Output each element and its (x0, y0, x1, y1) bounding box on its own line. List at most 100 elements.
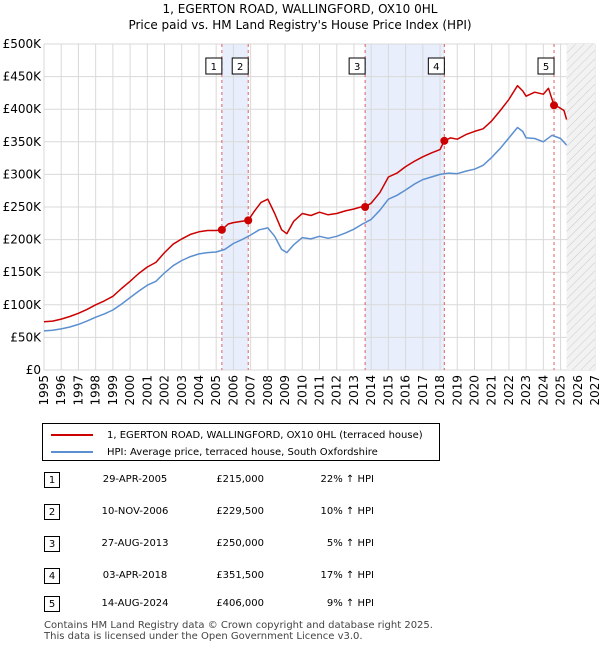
transaction-number: 3 (44, 536, 60, 552)
transaction-hpi-change: 5% ↑ HPI (326, 538, 374, 549)
x-tick-label: 1998 (89, 375, 103, 406)
table-row: 2 10-NOV-2006 £229,500 10% ↑ HPI (44, 504, 444, 522)
sale-label-number: 2 (237, 62, 243, 73)
transaction-number: 4 (44, 568, 60, 584)
y-tick-label: £300K (3, 167, 43, 181)
sale-point (550, 101, 559, 110)
table-row: 3 27-AUG-2013 £250,000 5% ↑ HPI (44, 536, 444, 554)
transaction-date: 03-APR-2018 (102, 570, 168, 581)
transaction-price: £250,000 (216, 538, 264, 549)
sale-label-box (205, 57, 223, 75)
sale-label-box (427, 57, 445, 75)
chart-title: 1, EGERTON ROAD, WALLINGFORD, OX10 0HL (163, 2, 438, 16)
transaction-hpi-change: 9% ↑ HPI (326, 598, 374, 609)
x-tick-label: 2020 (467, 375, 481, 406)
price-chart: 1, EGERTON ROAD, WALLINGFORD, OX10 0HL P… (3, 2, 600, 406)
transaction-date: 29-APR-2005 (102, 474, 168, 485)
legend-label-hpi: HPI: Average price, terraced house, Sout… (107, 446, 378, 458)
transaction-number: 2 (44, 504, 60, 520)
chart-subtitle: Price paid vs. HM Land Registry's House … (128, 18, 471, 32)
x-tick-label: 2019 (450, 375, 464, 406)
x-tick-label: 2021 (485, 375, 499, 406)
table-row: 5 14-AUG-2024 £406,000 9% ↑ HPI (44, 596, 444, 614)
y-tick-label: £0 (26, 363, 41, 377)
table-row: 4 03-APR-2018 £351,500 17% ↑ HPI (44, 568, 444, 586)
table-row: 1 29-APR-2005 £215,000 22% ↑ HPI (44, 472, 444, 490)
sale-label-number: 5 (543, 62, 549, 73)
y-tick-label: £100K (3, 298, 43, 312)
x-tick-label: 2011 (313, 375, 327, 406)
sale-label-box (537, 57, 555, 75)
y-tick-label: £400K (3, 102, 43, 116)
transaction-price: £406,000 (216, 598, 264, 609)
sale-point (244, 216, 253, 225)
x-tick-label: 2008 (261, 375, 275, 406)
y-tick-label: £150K (3, 265, 43, 279)
transaction-number: 5 (44, 596, 60, 612)
x-tick-label: 2017 (416, 375, 430, 406)
sale-label-number: 1 (211, 62, 217, 73)
sale-point (361, 203, 370, 211)
footer-licence: This data is licensed under the Open Gov… (44, 631, 363, 642)
x-tick-label: 2026 (571, 375, 585, 406)
sale-point (217, 225, 226, 234)
x-tick-label: 2007 (244, 375, 258, 406)
x-tick-label: 2012 (330, 375, 344, 406)
x-tick-label: 2002 (158, 375, 172, 406)
chart-legend: 1, EGERTON ROAD, WALLINGFORD, OX10 0HL (… (42, 423, 440, 461)
x-tick-label: 2004 (192, 375, 206, 406)
sale-point (440, 136, 449, 145)
sale-label-number: 3 (354, 62, 360, 73)
transaction-hpi-change: 17% ↑ HPI (320, 570, 374, 581)
legend-item-hpi: HPI: Average price, terraced house, Sout… (51, 444, 378, 460)
x-tick-label: 1996 (54, 375, 68, 406)
legend-swatch-red (51, 434, 93, 436)
x-tick-label: 2000 (123, 375, 137, 406)
x-tick-label: 2024 (536, 375, 550, 406)
x-tick-label: 1999 (106, 375, 120, 406)
sale-label-number: 4 (433, 62, 439, 73)
x-tick-label: 2005 (209, 375, 223, 406)
transaction-price: £351,500 (216, 570, 264, 581)
sale-label-box (231, 57, 249, 75)
y-tick-label: £450K (3, 70, 43, 84)
forecast-hatch (566, 44, 595, 370)
series-line-hpi (43, 126, 568, 332)
x-tick-label: 2009 (278, 375, 292, 406)
x-tick-label: 1997 (71, 375, 85, 406)
transaction-price: £229,500 (216, 506, 264, 517)
series-line-property (43, 84, 568, 323)
y-tick-label: £50K (10, 330, 42, 344)
x-tick-label: 2010 (295, 375, 309, 406)
transaction-price: £215,000 (216, 474, 264, 485)
y-tick-label: £250K (3, 200, 43, 214)
x-tick-label: 2001 (140, 375, 154, 406)
footer-attribution: Contains HM Land Registry data © Crown c… (44, 620, 433, 642)
x-tick-label: 2016 (399, 375, 413, 406)
transaction-date: 14-AUG-2024 (101, 598, 169, 609)
y-tick-label: £200K (3, 233, 43, 247)
x-tick-label: 2018 (433, 375, 447, 406)
x-tick-label: 2022 (502, 375, 516, 406)
x-tick-label: 2027 (588, 375, 600, 406)
x-tick-label: 2015 (381, 375, 395, 406)
x-tick-label: 2025 (554, 375, 568, 406)
x-tick-label: 1995 (37, 375, 51, 406)
y-tick-label: £500K (3, 37, 43, 51)
sale-label-box (348, 57, 366, 75)
transaction-number: 1 (44, 472, 60, 488)
legend-item-property: 1, EGERTON ROAD, WALLINGFORD, OX10 0HL (… (51, 427, 423, 443)
legend-label-property: 1, EGERTON ROAD, WALLINGFORD, OX10 0HL (… (107, 429, 423, 441)
footer-copyright: Contains HM Land Registry data © Crown c… (44, 620, 433, 631)
transaction-hpi-change: 22% ↑ HPI (320, 474, 374, 485)
x-tick-label: 2013 (347, 375, 361, 406)
x-tick-label: 2014 (364, 375, 378, 406)
y-tick-label: £350K (3, 135, 43, 149)
transaction-hpi-change: 10% ↑ HPI (320, 506, 374, 517)
legend-swatch-blue (51, 451, 93, 453)
transaction-date: 10-NOV-2006 (101, 506, 169, 517)
x-tick-label: 2003 (175, 375, 189, 406)
transaction-date: 27-AUG-2013 (101, 538, 169, 549)
x-tick-label: 2023 (519, 375, 533, 406)
x-tick-label: 2006 (226, 375, 240, 406)
